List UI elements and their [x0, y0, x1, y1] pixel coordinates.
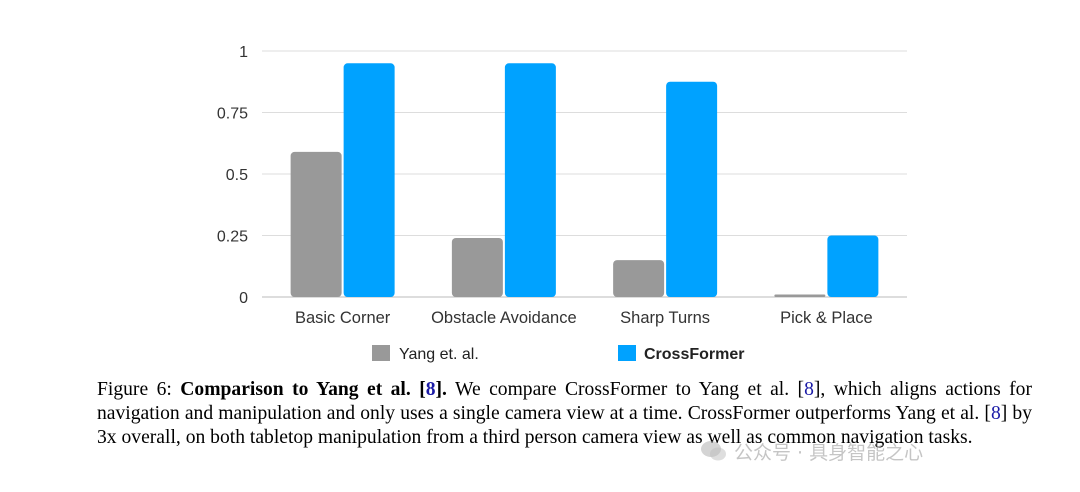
citation-link[interactable]: 8 [990, 403, 1001, 424]
bars [290, 63, 879, 297]
y-tick-label: 0.25 [217, 229, 248, 246]
bar-crossformer-3 [827, 235, 879, 297]
caption-bold-title: Comparison to Yang et al. [8]. [180, 379, 447, 400]
bar-yang-et-al-2 [613, 260, 665, 297]
bar-chart: 0 0.25 0.5 0.75 1 Basic Corner Obstacle Avoid… [217, 44, 907, 363]
bar-yang-et-al-3 [774, 294, 826, 297]
watermark: 公众号 · 具身智能之心 [700, 436, 923, 466]
wechat-icon [701, 441, 726, 461]
y-tick-label: 0.75 [217, 106, 248, 123]
caption-text: We compare CrossFormer to Yang et al. [ [446, 379, 805, 400]
legend-label-crossformer: CrossFormer [644, 346, 744, 363]
legend-swatch-yang [372, 345, 390, 361]
bar-yang-et-al-1 [451, 237, 503, 297]
figure-caption: Figure 6: Comparison to Yang et al. [8].… [97, 378, 1032, 450]
y-axis-ticks: 0 0.25 0.5 0.75 1 [217, 44, 248, 307]
x-category-label: Basic Corner [295, 309, 391, 327]
citation-link[interactable]: 8 [804, 379, 814, 400]
watermark-text: 公众号 · 具身智能之心 [734, 441, 924, 464]
legend-label-yang: Yang et. al. [399, 346, 479, 363]
legend-swatch-crossformer [618, 345, 636, 361]
y-tick-label: 0.5 [226, 167, 248, 184]
bar-crossformer-2 [666, 81, 718, 297]
bar-crossformer-0 [343, 63, 395, 297]
caption-text: ] by 3x overall, on both tabletop manipu… [97, 403, 1032, 448]
x-category-label: Pick & Place [780, 309, 873, 327]
caption-text: ], which aligns actions for navigation a… [97, 379, 1032, 424]
bar-yang-et-al-0 [290, 151, 342, 297]
citation-link[interactable]: 8 [425, 379, 436, 400]
legend: Yang et. al. CrossFormer [372, 345, 744, 363]
x-category-label: Obstacle Avoidance [431, 309, 577, 327]
bar-crossformer-1 [504, 63, 556, 297]
x-axis-labels: Basic Corner Obstacle Avoidance Sharp Turn… [295, 309, 873, 327]
x-category-label: Sharp Turns [620, 309, 710, 327]
caption-prefix: Figure 6: [97, 379, 181, 400]
y-tick-label: 0 [239, 290, 248, 307]
y-tick-label: 1 [239, 44, 248, 61]
